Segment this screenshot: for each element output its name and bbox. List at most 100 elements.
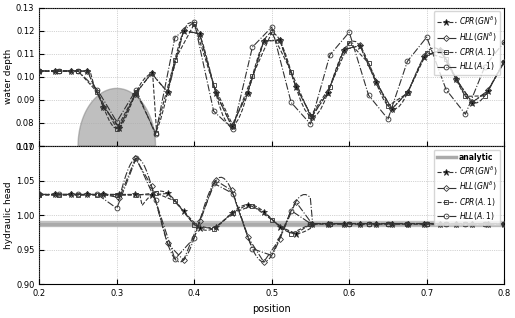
$CPR(GN^\delta)$ — [180, 210, 186, 213]
$CPR(A.1)$ — [211, 227, 217, 231]
$CPR(GN^\delta)$ — [68, 69, 75, 73]
$HLL(GN^\delta)$ — [357, 44, 363, 47]
$CPR(GN^\delta)$ — [197, 32, 203, 36]
$HLL(GN^\delta)$ — [213, 91, 219, 94]
$HLL(A.1)$ — [366, 222, 372, 225]
$HLL(GN^\delta)$ — [389, 222, 395, 225]
$CPR(GN^\delta)$ — [469, 222, 475, 225]
$HLL(GN^\delta)$ — [261, 39, 267, 43]
$HLL(A.1)$ — [152, 133, 159, 136]
$HLL(A.1)$ — [249, 45, 255, 49]
$HLL(GN^\delta)$ — [501, 59, 507, 63]
$HLL(A.1)$ — [36, 193, 42, 197]
$HLL(GN^\delta)$ — [164, 242, 170, 245]
$HLL(GN^\delta)$ — [453, 77, 459, 81]
$HLL(GN^\delta)$ — [309, 222, 315, 225]
$HLL(GN^\delta)$ — [325, 90, 331, 94]
$CPR(A.1)$ — [269, 31, 275, 34]
$CPR(GN^\delta)$ — [229, 124, 235, 128]
$CPR(A.1)$ — [152, 191, 159, 195]
Y-axis label: water depth: water depth — [4, 49, 13, 105]
$HLL(GN^\delta)$ — [469, 100, 475, 104]
$CPR(A.1)$ — [230, 211, 236, 215]
$HLL(A.1)$ — [56, 193, 62, 197]
$HLL(GN^\delta)$ — [52, 193, 58, 197]
$HLL(A.1)$ — [424, 35, 430, 39]
$CPR(GN^\delta)$ — [84, 69, 91, 73]
$HLL(A.1)$ — [230, 192, 236, 196]
$CPR(GN^\delta)$ — [405, 90, 411, 94]
$HLL(GN^\delta)$ — [180, 29, 186, 32]
$HLL(A.1)$ — [94, 193, 100, 197]
$CPR(GN^\delta)$ — [52, 193, 58, 197]
$CPR(A.1)$ — [56, 193, 62, 197]
Polygon shape — [78, 88, 156, 146]
$CPR(GN^\delta)$ — [229, 211, 235, 215]
$CPR(GN^\delta)$ — [501, 60, 507, 64]
$HLL(GN^\delta)$ — [197, 219, 203, 223]
$HLL(A.1)$ — [307, 122, 314, 126]
$CPR(A.1)$ — [94, 90, 100, 94]
$HLL(GN^\delta)$ — [84, 193, 91, 197]
$CPR(GN^\delta)$ — [245, 91, 251, 95]
Line: $HLL(GN^\delta)$: $HLL(GN^\delta)$ — [37, 28, 506, 129]
$CPR(A.1)$ — [133, 90, 139, 94]
$HLL(A.1)$ — [172, 257, 178, 261]
$CPR(GN^\delta)$ — [389, 222, 395, 225]
$CPR(GN^\delta)$ — [309, 115, 315, 119]
$CPR(A.1)$ — [36, 193, 42, 197]
$CPR(GN^\delta)$ — [357, 222, 363, 225]
$CPR(A.1)$ — [385, 104, 391, 108]
$HLL(GN^\delta)$ — [357, 222, 363, 225]
$CPR(GN^\delta)$ — [485, 222, 491, 225]
$HLL(A.1)$ — [230, 127, 236, 131]
$HLL(GN^\delta)$ — [373, 222, 379, 225]
$HLL(GN^\delta)$ — [100, 105, 107, 109]
$CPR(GN^\delta)$ — [469, 101, 475, 105]
$CPR(A.1)$ — [327, 85, 333, 89]
$CPR(GN^\delta)$ — [100, 193, 107, 197]
Line: $HLL(A.1)$: $HLL(A.1)$ — [37, 156, 507, 261]
$CPR(GN^\delta)$ — [501, 222, 507, 225]
Y-axis label: hydraulic head: hydraulic head — [4, 181, 13, 249]
$HLL(GN^\delta)$ — [277, 38, 283, 42]
$CPR(GN^\delta)$ — [437, 49, 443, 52]
$CPR(GN^\delta)$ — [245, 203, 251, 206]
$CPR(A.1)$ — [346, 222, 352, 226]
$CPR(GN^\delta)$ — [261, 210, 267, 214]
$CPR(A.1)$ — [307, 114, 314, 118]
$HLL(A.1)$ — [269, 253, 275, 257]
$HLL(GN^\delta)$ — [100, 193, 107, 197]
$CPR(GN^\delta)$ — [116, 126, 123, 129]
Line: $HLL(A.1)$: $HLL(A.1)$ — [37, 19, 507, 137]
$HLL(GN^\delta)$ — [229, 124, 235, 128]
$CPR(A.1)$ — [133, 193, 139, 197]
$HLL(GN^\delta)$ — [261, 260, 267, 264]
$HLL(GN^\delta)$ — [245, 235, 251, 239]
$HLL(A.1)$ — [172, 36, 178, 39]
$CPR(GN^\delta)$ — [485, 89, 491, 93]
$CPR(GN^\delta)$ — [405, 222, 411, 225]
$HLL(A.1)$ — [346, 30, 352, 34]
Line: $CPR(GN^\delta)$: $CPR(GN^\delta)$ — [36, 28, 507, 131]
$HLL(A.1)$ — [462, 112, 469, 116]
$HLL(GN^\delta)$ — [341, 222, 347, 225]
$HLL(A.1)$ — [327, 222, 333, 225]
$CPR(A.1)$ — [191, 223, 197, 227]
$CPR(A.1)$ — [56, 69, 62, 73]
$CPR(GN^\delta)$ — [293, 85, 299, 89]
Legend: $CPR(GN^\delta)$, $HLL(GN^\delta)$, $CPR(A.1)$, $HLL(A.1)$: $CPR(GN^\delta)$, $HLL(GN^\delta)$, $CPR… — [434, 11, 501, 75]
$HLL(GN^\delta)$ — [197, 32, 203, 36]
$CPR(GN^\delta)$ — [148, 193, 154, 197]
$CPR(A.1)$ — [191, 22, 197, 26]
$CPR(A.1)$ — [230, 124, 236, 128]
$CPR(A.1)$ — [404, 222, 410, 226]
$HLL(GN^\delta)$ — [421, 54, 427, 58]
$HLL(GN^\delta)$ — [84, 69, 91, 73]
Line: $HLL(GN^\delta)$: $HLL(GN^\delta)$ — [37, 156, 506, 264]
$HLL(GN^\delta)$ — [405, 90, 411, 93]
$HLL(GN^\delta)$ — [164, 90, 170, 94]
$CPR(GN^\delta)$ — [197, 226, 203, 230]
$HLL(A.1)$ — [307, 222, 314, 225]
$HLL(A.1)$ — [288, 209, 294, 212]
